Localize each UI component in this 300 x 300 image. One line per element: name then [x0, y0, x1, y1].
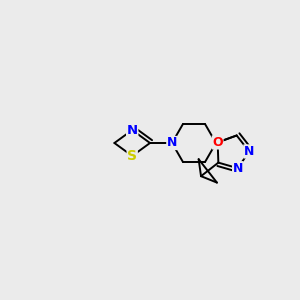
Text: N: N [232, 162, 243, 175]
Text: O: O [212, 136, 223, 149]
Text: N: N [244, 145, 254, 158]
Text: S: S [127, 149, 137, 163]
Text: N: N [127, 124, 138, 136]
Text: N: N [167, 136, 177, 149]
